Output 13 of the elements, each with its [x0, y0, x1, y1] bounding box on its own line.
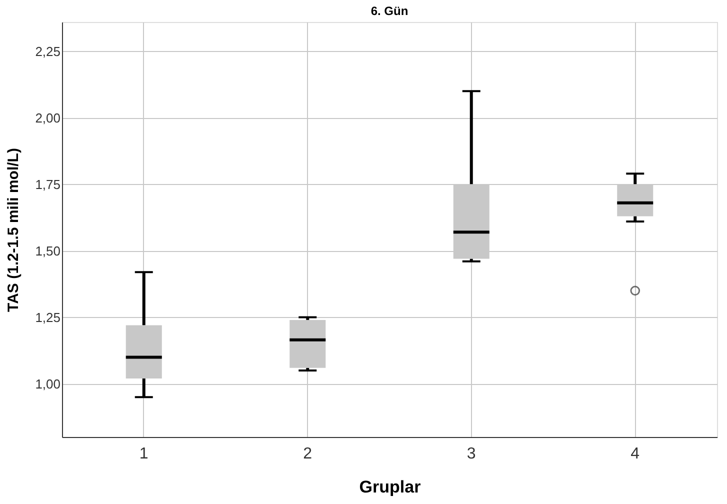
x-axis-title: Gruplar: [359, 478, 422, 496]
x-tick-label: 4: [630, 446, 640, 462]
chart-title: 6. Gün: [370, 4, 408, 18]
y-tick-label: 2,25: [35, 44, 60, 59]
y-axis-title: TAS (1.2-1.5 mili mol/L): [5, 148, 22, 312]
y-tick-label: 1,00: [35, 376, 60, 392]
y-tick-label: 2,00: [35, 110, 60, 126]
x-tick-label: 3: [466, 446, 476, 462]
x-tick-label: 1: [139, 446, 148, 462]
y-tick-label: 1,50: [35, 243, 60, 258]
y-tick-label: 1,75: [35, 176, 60, 192]
y-tick-label: 1,25: [35, 310, 60, 325]
x-tick-label: 2: [303, 446, 312, 462]
